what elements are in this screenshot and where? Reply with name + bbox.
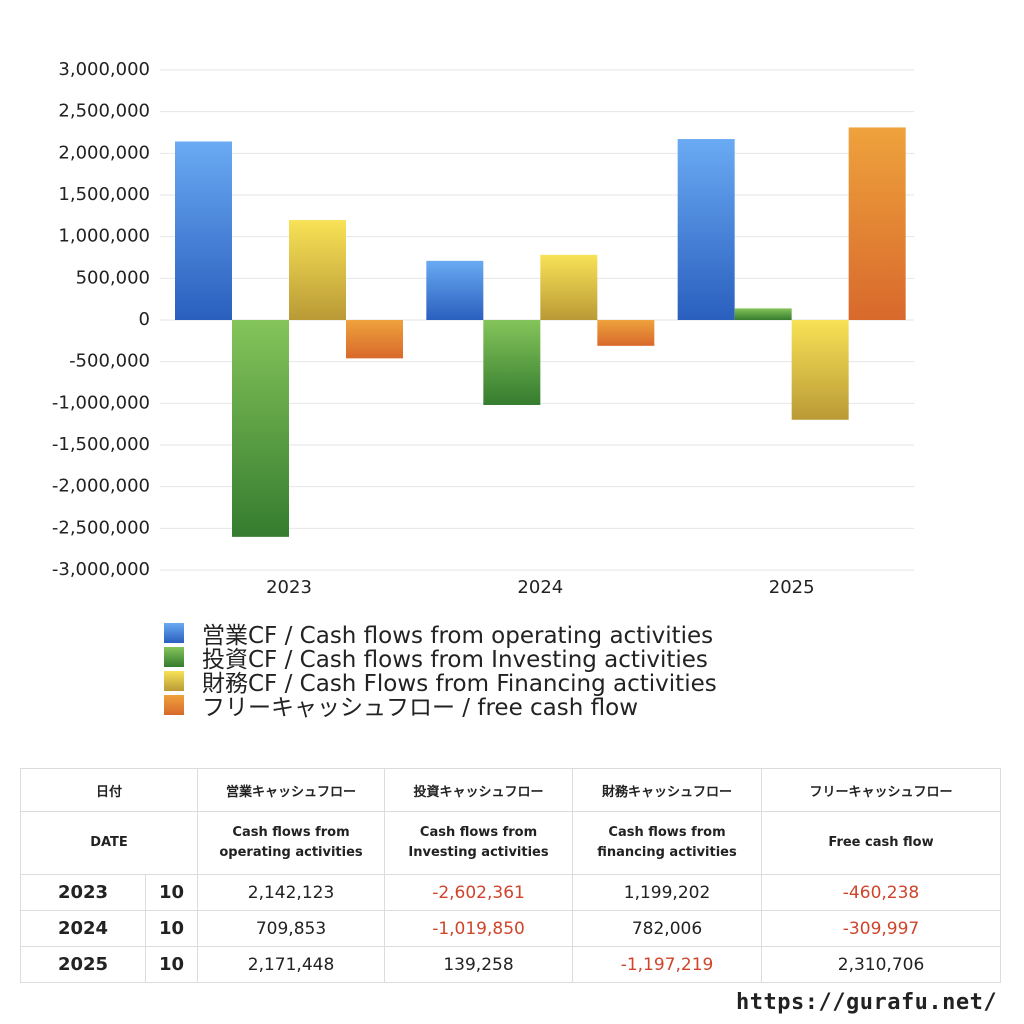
row-year: 2023	[20, 874, 146, 911]
legend-swatch-investing	[164, 647, 184, 667]
table-subheader-row: DATE Cash flows from operating activities…	[19, 811, 1002, 875]
legend-item-operating: 営業CF / Cash flows from operating activit…	[164, 621, 717, 649]
row-year: 2025	[20, 946, 146, 983]
bar-2024-series-4	[597, 320, 655, 346]
y-tick-label: -1,500,000	[52, 434, 150, 455]
bar-2025-series-2	[734, 308, 792, 320]
legend-swatch-financing	[164, 671, 184, 691]
legend-item-investing: 投資CF / Cash flows from Investing activit…	[164, 645, 717, 673]
x-axis-ticks: 2023 2024 2025	[266, 577, 814, 598]
legend-item-free: フリーキャッシュフロー / free cash flow	[164, 693, 717, 721]
cell-free: -309,997	[761, 910, 1002, 947]
bar-2025-series-4	[848, 127, 906, 321]
header-financing-en-line1: Cash flows from	[608, 825, 726, 840]
x-tick-label: 2025	[769, 577, 815, 598]
header-date-ja: 日付	[19, 768, 199, 812]
header-operating-en-line1: Cash flows from	[232, 825, 350, 840]
header-free-ja: フリーキャッシュフロー	[761, 768, 1002, 812]
cell-operating: 2,171,448	[197, 946, 386, 983]
bar-2024-series-3	[540, 254, 598, 320]
y-tick-label: -3,000,000	[52, 559, 150, 580]
header-investing-en-line1: Cash flows from	[419, 825, 538, 840]
header-date-en: DATE	[19, 811, 199, 875]
y-tick-label: 500,000	[76, 267, 150, 288]
x-tick-label: 2023	[266, 577, 312, 598]
y-tick-label: 1,500,000	[58, 184, 150, 205]
header-free-en: Free cash flow	[761, 811, 1002, 875]
cell-free: -460,238	[761, 874, 1002, 911]
x-tick-label: 2024	[517, 577, 563, 598]
bar-2023-series-2	[232, 320, 289, 537]
bar-2023-series-3	[289, 220, 346, 320]
table-row: 2025 10 2,171,448 139,258 -1,197,219 2,3…	[20, 946, 1002, 983]
bar-2023-series-1	[175, 141, 232, 320]
legend-label-operating: 営業CF / Cash flows from operating activit…	[202, 623, 714, 649]
y-tick-label: 0	[139, 309, 150, 330]
bar-2024-series-1	[426, 260, 484, 320]
cell-investing: -1,019,850	[384, 910, 574, 947]
chart-legend: 営業CF / Cash flows from operating activit…	[164, 621, 717, 721]
table-row: 2024 10 709,853 -1,019,850 782,006 -309,…	[20, 910, 1002, 947]
legend-label-financing: 財務CF / Cash Flows from Financing activit…	[202, 671, 717, 697]
header-operating-ja: 営業キャッシュフロー	[197, 768, 386, 812]
bar-2025-series-1	[677, 139, 735, 320]
header-investing-en-line2: Investing activities	[408, 845, 549, 860]
cell-financing: 1,199,202	[572, 874, 763, 911]
y-tick-label: -500,000	[69, 351, 150, 372]
cash-flow-table: 日付 営業キャッシュフロー 投資キャッシュフロー 財務キャッシュフロー フリーキ…	[19, 768, 1002, 983]
row-month: 10	[144, 874, 199, 911]
row-month: 10	[144, 910, 199, 947]
cell-financing: -1,197,219	[572, 946, 763, 983]
header-investing-ja: 投資キャッシュフロー	[384, 768, 574, 812]
y-tick-label: -2,000,000	[52, 476, 150, 497]
cash-flow-bar-chart: 3,000,000 2,500,000 2,000,000 1,500,000 1,00…	[52, 59, 914, 598]
bars	[175, 127, 906, 537]
y-tick-label: 1,000,000	[58, 226, 150, 247]
header-investing-en: Cash flows from Investing activities	[384, 811, 574, 875]
header-operating-en: Cash flows from operating activities	[197, 811, 386, 875]
table-row: 2023 10 2,142,123 -2,602,361 1,199,202 -…	[20, 874, 1002, 911]
cell-operating: 2,142,123	[197, 874, 386, 911]
legend-item-financing: 財務CF / Cash Flows from Financing activit…	[164, 669, 717, 697]
y-tick-label: -2,500,000	[52, 517, 150, 538]
bar-2023-series-4	[346, 320, 403, 359]
row-month: 10	[144, 946, 199, 983]
y-tick-label: -1,000,000	[52, 392, 150, 413]
cell-operating: 709,853	[197, 910, 386, 947]
header-financing-ja: 財務キャッシュフロー	[572, 768, 763, 812]
row-year: 2024	[20, 910, 146, 947]
legend-label-free: フリーキャッシュフロー / free cash flow	[202, 695, 639, 721]
bar-2025-series-3	[791, 320, 849, 420]
y-tick-label: 3,000,000	[58, 59, 150, 80]
site-url: https://gurafu.net/	[736, 990, 998, 1015]
header-financing-en-line2: financing activities	[597, 845, 737, 860]
header-financing-en: Cash flows from financing activities	[572, 811, 763, 875]
header-operating-en-line2: operating activities	[219, 845, 363, 860]
cell-financing: 782,006	[572, 910, 763, 947]
y-tick-label: 2,500,000	[58, 101, 150, 122]
table-header-row: 日付 営業キャッシュフロー 投資キャッシュフロー 財務キャッシュフロー フリーキ…	[19, 768, 1002, 812]
legend-swatch-free	[164, 695, 184, 715]
cell-investing: 139,258	[384, 946, 574, 983]
cell-free: 2,310,706	[761, 946, 1002, 983]
legend-swatch-operating	[164, 623, 184, 643]
y-axis-ticks: 3,000,000 2,500,000 2,000,000 1,500,000 1,00…	[52, 59, 150, 580]
y-tick-label: 2,000,000	[58, 142, 150, 163]
bar-2024-series-2	[483, 320, 541, 405]
cell-investing: -2,602,361	[384, 874, 574, 911]
legend-label-investing: 投資CF / Cash flows from Investing activit…	[202, 647, 708, 673]
